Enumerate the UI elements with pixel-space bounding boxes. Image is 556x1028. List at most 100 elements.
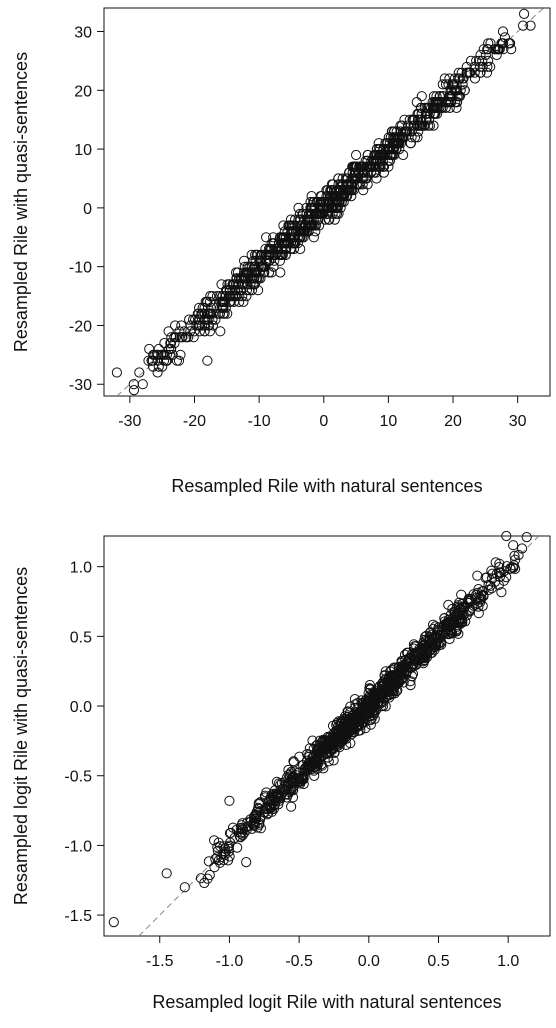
data-point	[350, 167, 361, 178]
data-point	[197, 302, 208, 313]
data-point	[251, 249, 262, 260]
x-tick-label: 0.5	[427, 953, 449, 970]
data-point	[279, 784, 290, 795]
y-axis-label: Resampled Rile with quasi-sentences	[11, 52, 31, 352]
data-point	[222, 279, 233, 290]
data-point	[239, 273, 250, 284]
data-point	[377, 149, 388, 161]
data-point	[254, 267, 265, 278]
data-point	[207, 314, 218, 325]
y-axis: -30 -20 -10 0 10 20 30	[69, 25, 104, 394]
data-point	[163, 326, 174, 337]
data-point	[454, 614, 465, 626]
data-point	[472, 587, 483, 598]
data-point	[378, 161, 389, 172]
data-point	[485, 61, 496, 72]
data-point	[449, 73, 461, 84]
data-point	[227, 285, 238, 296]
data-point	[176, 320, 187, 331]
data-point	[419, 120, 430, 131]
y-tick-label: 0.0	[70, 699, 92, 716]
data-point	[271, 776, 282, 787]
data-point	[210, 314, 221, 325]
data-point	[349, 694, 360, 705]
data-point	[157, 361, 168, 372]
data-point	[263, 795, 274, 806]
data-point	[137, 379, 148, 390]
data-point	[335, 727, 346, 738]
data-point	[329, 191, 340, 202]
data-point	[416, 102, 427, 114]
data-point	[440, 79, 452, 90]
data-point	[263, 808, 274, 819]
data-point	[385, 132, 396, 143]
y-tick-label: 20	[74, 83, 92, 100]
data-point	[393, 661, 404, 672]
data-point	[387, 672, 398, 683]
data-point	[396, 657, 407, 669]
data-point	[497, 26, 509, 37]
data-point	[457, 79, 468, 90]
data-point	[400, 126, 411, 137]
data-point	[429, 97, 440, 108]
data-point	[443, 79, 454, 90]
data-point	[357, 161, 368, 172]
data-point	[481, 572, 492, 583]
data-point	[269, 794, 280, 805]
data-point	[203, 856, 214, 867]
data-point	[477, 55, 488, 67]
data-point	[306, 214, 317, 225]
data-point	[318, 208, 329, 219]
x-tick-label: -20	[183, 413, 206, 430]
x-axis-label: Resampled logit Rile with natural senten…	[152, 992, 501, 1012]
data-point	[472, 570, 483, 581]
data-point	[193, 314, 205, 325]
data-point	[303, 226, 314, 237]
data-point	[348, 713, 359, 725]
data-point	[494, 571, 505, 583]
data-point	[263, 243, 274, 255]
data-point	[351, 149, 362, 161]
data-point	[317, 742, 328, 753]
data-point	[314, 742, 325, 753]
data-point	[288, 220, 299, 231]
data-point	[385, 144, 396, 155]
plot-frame	[103, 7, 551, 397]
data-point	[340, 173, 352, 184]
data-point	[159, 338, 170, 349]
data-point	[193, 320, 204, 331]
data-point	[491, 49, 502, 61]
data-point	[493, 44, 504, 55]
data-point	[383, 161, 394, 172]
data-point	[175, 349, 186, 360]
data-point	[436, 102, 447, 114]
data-point	[431, 632, 442, 643]
y-tick-label: 1.0	[70, 560, 92, 577]
data-point	[433, 626, 444, 637]
data-point	[379, 670, 390, 681]
data-point	[497, 38, 508, 49]
data-point	[272, 792, 283, 803]
data-point	[434, 91, 445, 102]
data-point	[368, 155, 379, 166]
data-point	[269, 238, 280, 249]
data-point	[413, 648, 424, 659]
data-point	[352, 161, 363, 172]
data-point	[348, 173, 359, 184]
data-point	[443, 97, 454, 108]
data-point	[180, 332, 191, 343]
y-tick-label: -20	[69, 318, 92, 335]
x-tick-label: 20	[444, 413, 462, 430]
data-point	[517, 20, 529, 31]
data-point	[314, 220, 325, 231]
scatter-panel-logit-rile: -1.5 -1.0 -0.5 0.0 0.5 1.0 -1.5 -1.0 -0.5 0.0 0.5…	[11, 530, 551, 1012]
data-point	[261, 232, 272, 243]
y-tick-label: -1.5	[64, 908, 92, 925]
data-point	[443, 599, 454, 611]
data-point	[341, 179, 352, 190]
data-point	[194, 302, 205, 313]
data-point	[271, 788, 282, 799]
y-tick-label: 10	[74, 142, 92, 159]
data-point	[256, 249, 267, 260]
data-point	[409, 132, 421, 143]
